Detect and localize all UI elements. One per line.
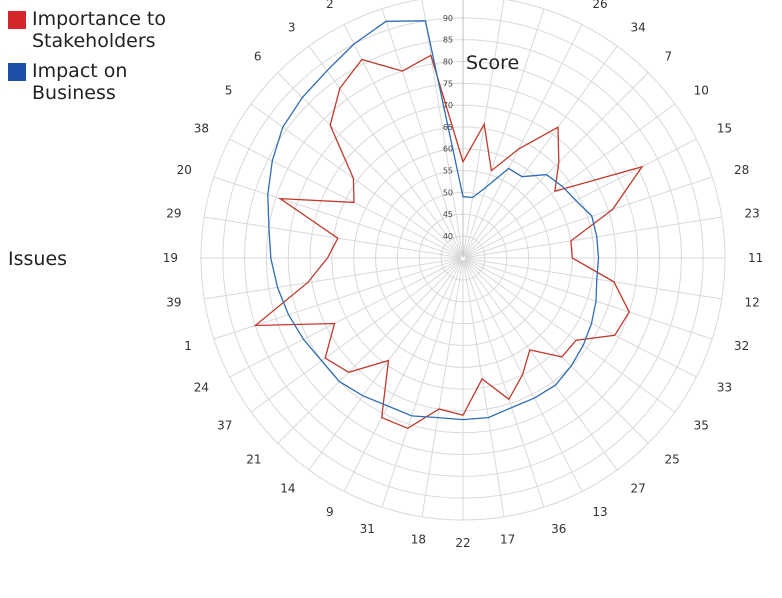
grid-spoke: [462, 0, 505, 256]
grid-spoke: [463, 259, 545, 508]
legend-label-stakeholders: Importance to Stakeholders: [32, 8, 166, 52]
legend-item-business[interactable]: Impact on Business: [8, 60, 182, 104]
category-label: 29: [166, 206, 181, 220]
category-label: 15: [717, 122, 732, 136]
category-label: 34: [631, 20, 646, 34]
grid-spoke: [464, 259, 649, 444]
category-label: 5: [225, 83, 233, 97]
category-label: 26: [592, 0, 607, 11]
radial-tick-label: 60: [443, 145, 453, 154]
grid-spoke: [464, 138, 697, 258]
legend-swatch-stakeholders: [8, 11, 26, 29]
legend-label-business: Impact on Business: [32, 60, 128, 104]
grid-spoke: [421, 0, 464, 256]
radial-tick-label: 95: [443, 0, 453, 1]
category-label: 20: [177, 163, 192, 177]
radial-tick-label: 75: [443, 79, 453, 88]
category-label: 9: [326, 505, 334, 519]
grid-spoke: [463, 259, 583, 492]
radial-tick-label: 85: [443, 36, 453, 45]
grid-spoke: [464, 258, 697, 378]
grid-spoke: [308, 45, 463, 257]
grid-spoke: [250, 103, 462, 258]
grid-spoke: [421, 260, 464, 517]
category-label: 37: [217, 419, 232, 433]
series-line-business: [267, 20, 600, 421]
series-line-stakeholders: [253, 54, 644, 430]
radial-tick-label: 90: [443, 14, 453, 23]
grid-spoke: [204, 216, 461, 259]
grid-spoke: [464, 258, 713, 340]
grid-spoke: [463, 24, 583, 257]
grid-spoke: [465, 257, 722, 300]
category-label: 6: [254, 49, 262, 63]
category-label: 28: [734, 163, 749, 177]
grid-spoke: [463, 45, 618, 257]
grid-spoke: [381, 8, 463, 257]
category-label: 32: [734, 339, 749, 353]
category-label: 11: [748, 251, 763, 265]
radial-axis-title: Score: [466, 52, 520, 74]
radial-tick-label: 70: [443, 101, 453, 110]
category-label: 2: [326, 0, 334, 11]
category-label: 22: [455, 536, 470, 550]
grid-spoke: [464, 72, 649, 257]
category-label: 36: [551, 522, 566, 536]
category-label: 38: [194, 122, 209, 136]
grid-spoke: [462, 260, 505, 517]
grid-spoke: [463, 259, 618, 471]
grid-spoke: [464, 103, 676, 258]
category-label: 3: [288, 20, 296, 34]
category-label: 19: [163, 251, 178, 265]
category-label: 25: [665, 453, 680, 467]
radial-tick-label: 55: [443, 167, 453, 176]
category-label: 7: [665, 49, 673, 63]
grid-spoke: [381, 259, 463, 508]
grid-spoke: [213, 258, 462, 340]
category-label: 21: [246, 453, 261, 467]
category-label: 35: [694, 419, 709, 433]
grid-spoke: [229, 138, 462, 258]
grid-spoke: [463, 8, 545, 257]
grid-spoke: [277, 259, 462, 444]
radial-tick-label: 50: [443, 188, 453, 197]
radial-tick-label: 40: [443, 232, 453, 241]
grid-spoke: [250, 258, 462, 413]
radial-tick-label: 45: [443, 210, 453, 219]
category-label: 12: [744, 296, 759, 310]
grid-spoke: [464, 176, 713, 258]
grid-spoke: [464, 258, 676, 413]
grid-spoke: [343, 24, 463, 257]
grid-spoke: [213, 176, 462, 258]
grid-spoke: [308, 259, 463, 471]
category-label: 31: [360, 522, 375, 536]
category-label: 23: [744, 206, 759, 220]
category-label: 10: [694, 83, 709, 97]
category-label: 33: [717, 380, 732, 394]
grid-spoke: [204, 257, 461, 300]
category-label: 24: [194, 380, 209, 394]
category-axis-title: Issues: [8, 248, 68, 270]
grid-spoke: [343, 259, 463, 492]
grid-spoke: [229, 258, 462, 378]
category-label: 14: [280, 482, 295, 496]
category-label: 13: [592, 505, 607, 519]
grid-spoke: [277, 72, 462, 257]
radial-tick-label: 80: [443, 57, 453, 66]
category-label: 27: [631, 482, 646, 496]
legend-item-stakeholders[interactable]: Importance to Stakeholders: [8, 8, 182, 52]
category-label: 18: [411, 532, 426, 546]
grid-spoke: [465, 216, 722, 259]
category-label: 17: [500, 532, 515, 546]
category-label: 1: [184, 339, 192, 353]
legend: Importance to Stakeholders Impact on Bus…: [8, 8, 182, 112]
category-label: 39: [166, 296, 181, 310]
legend-swatch-business: [8, 63, 26, 81]
